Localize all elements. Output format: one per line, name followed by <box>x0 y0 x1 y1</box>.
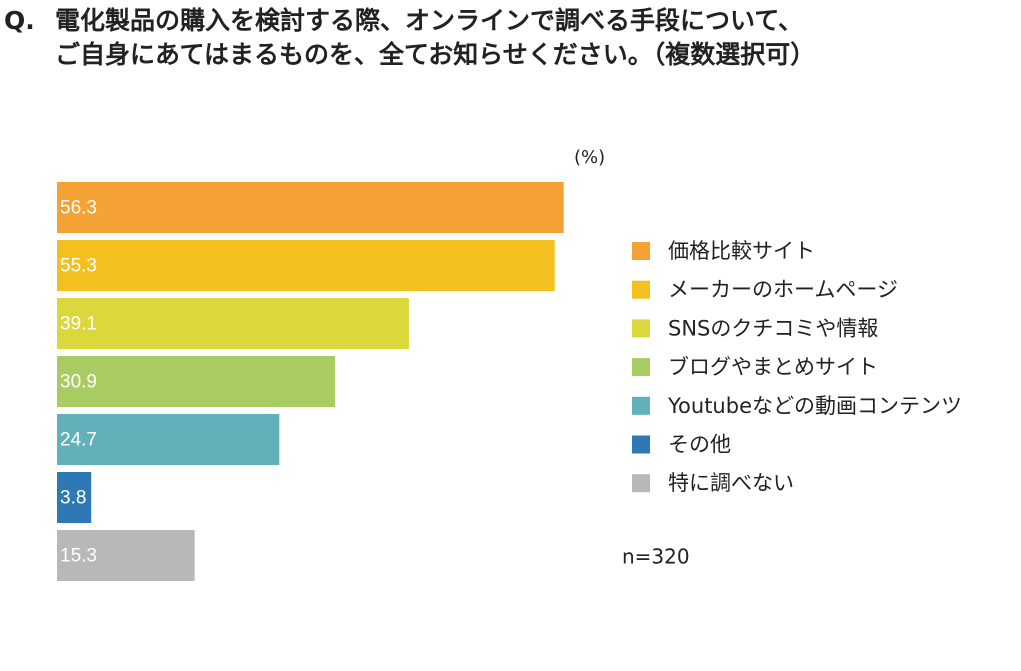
legend-label: Youtubeなどの動画コンテンツ <box>667 394 962 418</box>
value-label: 39.1 <box>60 314 97 335</box>
value-label: 56.3 <box>60 198 97 219</box>
legend-label: 価格比較サイト <box>668 239 815 263</box>
legend-label: ブログやまとめサイト <box>668 355 878 379</box>
legend-swatch <box>632 474 650 493</box>
bar <box>57 356 336 407</box>
chart-title: 電化製品の購入を検討する際、オンラインで調べる手段について、 <box>55 6 803 35</box>
bar <box>57 240 555 291</box>
legend-swatch <box>632 396 650 415</box>
unit-label: (%) <box>574 147 605 168</box>
bar <box>57 472 92 523</box>
legend-label: メーカーのホームページ <box>668 278 898 302</box>
value-label: 30.9 <box>60 372 97 393</box>
value-label: 15.3 <box>60 546 97 567</box>
bar <box>57 530 195 581</box>
bar <box>57 414 280 465</box>
question-label: Q. <box>4 6 35 35</box>
legend-swatch <box>632 242 650 260</box>
value-label: 24.7 <box>60 430 97 451</box>
legend-swatch <box>632 358 650 377</box>
legend-swatch <box>632 280 650 299</box>
chart-title: ご自身にあてはまるものを、全てお知らせください。（複数選択可） <box>55 40 815 69</box>
legend-label: 特に調べない <box>668 471 794 495</box>
bar <box>57 182 564 233</box>
value-label: 55.3 <box>60 256 97 277</box>
value-label: 3.8 <box>60 488 86 509</box>
note: n=320 <box>622 545 690 569</box>
legend-swatch <box>632 435 650 454</box>
legend-swatch <box>632 319 650 338</box>
bar <box>57 298 409 349</box>
legend-label: その他 <box>668 433 731 457</box>
legend-label: SNSのクチコミや情報 <box>668 316 878 340</box>
